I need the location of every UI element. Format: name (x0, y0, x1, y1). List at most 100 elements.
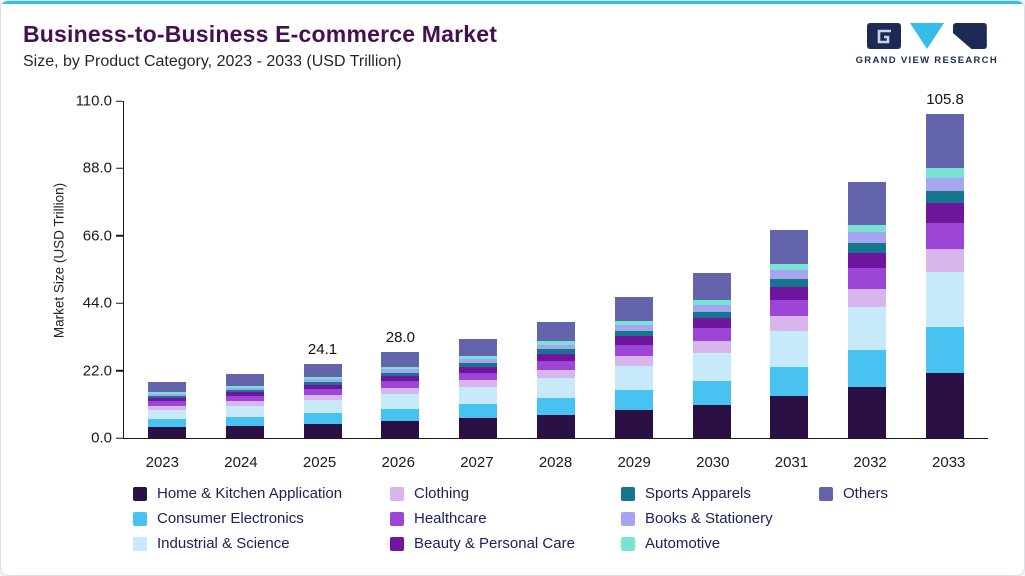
bar-stack (614, 297, 653, 438)
bar-segment (614, 336, 653, 345)
bar-stack (303, 364, 342, 438)
bar-segment (381, 408, 420, 422)
bar-stack (848, 182, 887, 438)
bar-group-2025: 24.1 (284, 101, 362, 438)
bar-stack (459, 339, 498, 438)
title-block: Business-to-Business E-commerce Market S… (23, 21, 497, 71)
legend-label: Books & Stationery (645, 510, 773, 527)
bar-group-2026: 28.0 (361, 101, 439, 438)
bar-segment (459, 366, 498, 373)
bar-segment (614, 330, 653, 337)
bar-segment (459, 404, 498, 419)
grand-view-research-logo: GRAND VIEW RESEARCH (856, 23, 998, 66)
y-tick-mark (116, 235, 123, 237)
bar-segment (303, 395, 342, 401)
bar-segment (147, 405, 186, 410)
bar-segment (536, 360, 575, 371)
y-axis-title: Market Size (USD Trillion) (51, 182, 67, 339)
bar-segment (225, 387, 264, 390)
bar-segment (303, 377, 342, 380)
bar-segment (770, 264, 809, 271)
legend-item: Books & Stationery (621, 510, 819, 527)
bar-segment (926, 203, 965, 223)
bar-segment (614, 325, 653, 331)
bar-segment (770, 229, 809, 265)
y-tick-label: 66.0 (82, 227, 112, 245)
bar-segment (536, 378, 575, 399)
bar-segment (381, 366, 420, 370)
x-tick-label: 2023 (145, 454, 179, 471)
bar-group-2029 (595, 101, 673, 438)
y-tick-mark (116, 369, 123, 372)
bar-segment (225, 416, 264, 426)
legend-swatch (621, 536, 635, 551)
bar-segment (848, 288, 887, 307)
legend-item: Others (819, 485, 1024, 502)
bar-segment (692, 328, 731, 342)
top-accent-bar (1, 1, 1024, 4)
bar-segment (536, 341, 575, 345)
legend-label: Clothing (414, 485, 470, 502)
bar-segment (848, 306, 887, 351)
bar-segment (692, 272, 731, 301)
logo-g-icon (866, 23, 901, 49)
y-tick-label: 88.0 (82, 159, 112, 177)
bar-segment (692, 318, 731, 329)
bar-segment (225, 396, 264, 402)
bar-segment (926, 222, 965, 249)
logo-r-icon (952, 23, 987, 49)
legend-swatch (390, 536, 404, 551)
legend-spacer (819, 535, 1024, 552)
bar-segment (147, 419, 186, 428)
bar-segment (225, 385, 264, 388)
bar-segment (536, 321, 575, 342)
bar-segment (225, 389, 264, 393)
bar-group-2030 (673, 101, 751, 438)
bar-segment (459, 418, 498, 438)
bar-segment (692, 341, 731, 354)
legend-label: Consumer Electronics (157, 510, 304, 527)
y-tick-mark (116, 302, 123, 304)
legend-swatch (133, 536, 147, 551)
bar-group-2028 (517, 101, 595, 438)
bar-segment (225, 405, 264, 417)
y-tick-label: 0.0 (91, 429, 112, 447)
bar-segment (770, 316, 809, 332)
bar-segment (848, 242, 887, 253)
legend: Home & Kitchen Application Clothing Sports… (133, 485, 1024, 552)
bar-segment (459, 380, 498, 388)
legend-swatch (621, 486, 635, 501)
chart: Market Size (USD Trillion) 0.0 22.0 44.0 66… (17, 90, 996, 477)
logo-shapes (866, 23, 987, 49)
bar-segment (147, 382, 186, 393)
bar-segment (459, 359, 498, 363)
bar-segment (770, 270, 809, 279)
x-tick-label: 2030 (696, 454, 730, 471)
bar-segment (692, 381, 731, 405)
bar-value-label: 24.1 (307, 341, 338, 359)
bar-segment (147, 395, 186, 398)
bar-segment (381, 381, 420, 389)
bar-segment (692, 404, 731, 438)
legend-label: Others (843, 485, 889, 502)
bar-stack (692, 272, 731, 438)
bar-value-label: 28.0 (385, 329, 415, 347)
bar-group-2023 (128, 101, 206, 438)
legend-label: Healthcare (414, 510, 487, 527)
legend-swatch (621, 511, 635, 526)
legend-label: Home & Kitchen Application (157, 485, 343, 502)
legend-item: Industrial & Science (133, 535, 390, 552)
y-tick-label: 110.0 (75, 92, 112, 110)
bar-value-label: 105.8 (926, 90, 964, 108)
x-tick-label: 2031 (774, 454, 809, 471)
bar-segment (536, 353, 575, 361)
bar-segment (225, 425, 264, 438)
legend-item: Beauty & Personal Care (390, 535, 621, 552)
bar-segment (536, 344, 575, 350)
bar-segment (926, 113, 965, 168)
y-tick-label: 44.0 (82, 294, 112, 312)
y-tick-label: 22.0 (82, 362, 112, 380)
bar-segment (225, 392, 264, 397)
bar-segment (848, 182, 887, 225)
bar-segment (926, 248, 965, 272)
